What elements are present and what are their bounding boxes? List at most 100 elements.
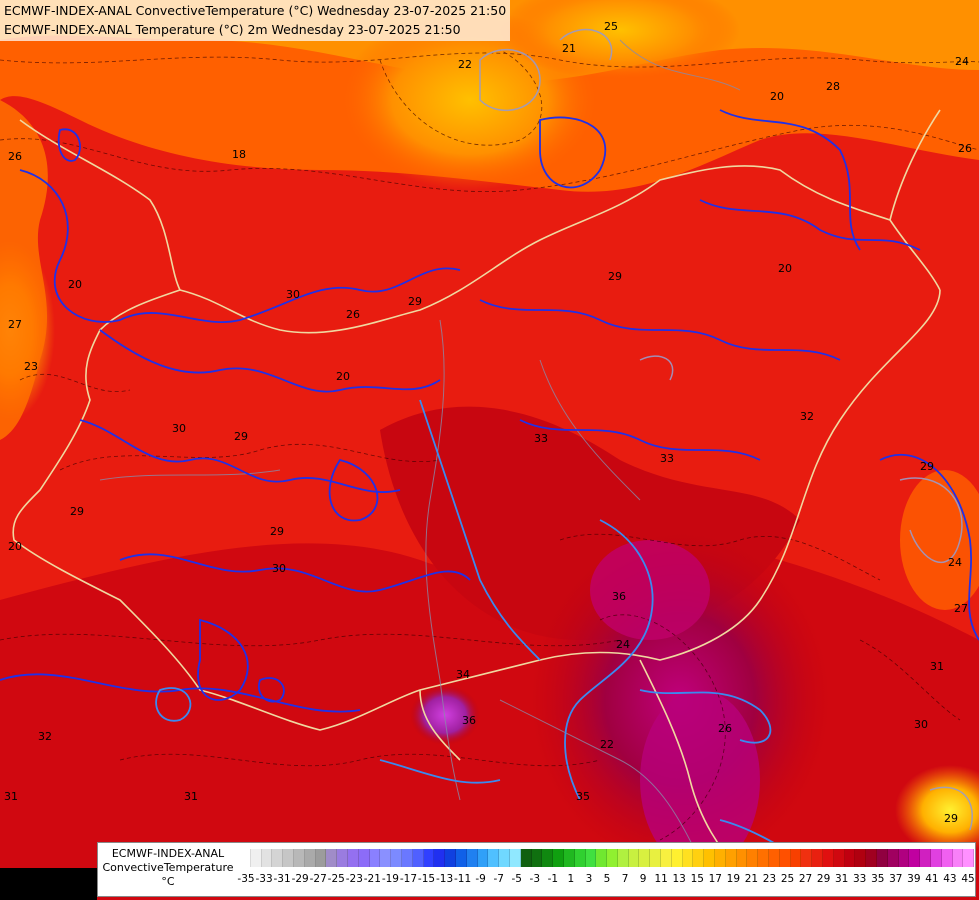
contour-label: 31 — [184, 790, 198, 803]
legend-swatch — [499, 849, 510, 867]
contour-label: 33 — [534, 432, 548, 445]
contour-label: 29 — [408, 295, 422, 308]
contour-label: 20 — [336, 370, 350, 383]
legend-swatch — [801, 849, 813, 867]
legend-swatch — [585, 849, 597, 867]
legend-swatch — [326, 849, 338, 867]
legend-swatch — [769, 849, 780, 867]
contour-label: 18 — [232, 148, 246, 161]
legend-swatch — [790, 849, 802, 867]
legend-swatch — [931, 849, 942, 867]
legend-swatch — [639, 849, 651, 867]
legend-swatch — [304, 849, 316, 867]
legend-swatch — [855, 849, 867, 867]
legend-swatch — [628, 849, 640, 867]
legend-swatch — [866, 849, 878, 867]
legend-tick-label: 17 — [708, 873, 722, 885]
legend-tick-label: -13 — [435, 873, 454, 885]
legend-swatch — [833, 849, 845, 867]
contour-label: 20 — [778, 262, 792, 275]
contour-label: 29 — [944, 812, 958, 825]
legend-swatch — [758, 849, 770, 867]
legend-tick-label: -31 — [273, 873, 291, 885]
contour-label: 24 — [948, 556, 962, 569]
legend-tick-label: 29 — [816, 873, 831, 885]
legend-tick-label: 3 — [585, 873, 593, 885]
legend-swatch — [423, 849, 435, 867]
contour-label: 22 — [458, 58, 472, 71]
legend-swatch — [812, 849, 824, 867]
legend-tick-label: 31 — [834, 873, 849, 885]
legend-tick-label: -25 — [327, 873, 345, 885]
legend-swatch — [509, 849, 521, 867]
legend-swatch — [887, 849, 899, 867]
contour-label: 26 — [8, 150, 22, 163]
legend-tick-label: -23 — [345, 873, 363, 885]
legend-tick-label: -21 — [363, 873, 381, 885]
legend-tick-label: 7 — [621, 873, 629, 885]
legend-tick-label: 35 — [871, 873, 885, 885]
legend-title: ECMWF-INDEX-ANAL ConvectiveTemperature °… — [98, 843, 238, 896]
legend-ticks: -35 -33 -31 -29 -27 -25 -23 -21 -19 -17 -15 -13 -11-… — [237, 873, 974, 891]
legend-tick-label: 33 — [853, 873, 867, 885]
legend-title-line-2: ConvectiveTemperature — [102, 861, 234, 874]
legend-swatch — [542, 849, 554, 867]
contour-label: 24 — [955, 55, 969, 68]
corner-fill — [0, 868, 97, 900]
legend-tick-label: 9 — [639, 873, 647, 885]
legend-swatch — [779, 849, 791, 867]
contour-label: 20 — [8, 540, 22, 553]
legend-swatch — [412, 849, 424, 867]
legend-tick-label: -29 — [291, 873, 309, 885]
legend-swatch — [844, 849, 856, 867]
contour-label-group: 26 20 23 18 28 20 26 22 21 25 24 29 30 2… — [4, 20, 972, 825]
map-hot-southeast-core — [590, 540, 710, 640]
legend-swatch — [941, 849, 953, 867]
contour-label: 20 — [68, 278, 82, 291]
legend-tick-label: 1 — [567, 873, 575, 885]
legend-swatch — [434, 849, 446, 867]
legend-unit: °C — [161, 875, 175, 888]
legend-swatch — [250, 849, 262, 867]
legend-tick-label: 25 — [780, 873, 795, 885]
legend-swatch — [715, 849, 726, 867]
legend-color-bar — [240, 849, 975, 867]
legend-swatch — [909, 849, 921, 867]
legend-swatch — [607, 849, 618, 867]
contour-label: 33 — [660, 452, 674, 465]
legend-tick-label: -17 — [399, 873, 418, 885]
legend-tick-label: 19 — [726, 873, 741, 885]
contour-label: 22 — [600, 738, 614, 751]
legend-swatch — [747, 849, 759, 867]
contour-label: 29 — [608, 270, 622, 283]
legend-swatch — [391, 849, 402, 867]
contour-label: 32 — [800, 410, 814, 423]
contour-label: 30 — [172, 422, 186, 435]
legend-swatch — [488, 849, 500, 867]
map-orange-west — [0, 100, 48, 440]
legend-swatch — [347, 849, 359, 867]
contour-label: 35 — [576, 790, 590, 803]
legend-swatch — [337, 849, 348, 867]
legend-swatch — [369, 849, 381, 867]
legend-swatch — [315, 849, 327, 867]
country-borders — [12, 109, 941, 871]
rivers — [99, 39, 741, 861]
map-hot-southeast-core-2 — [640, 690, 760, 870]
convective-contours — [0, 109, 979, 713]
contour-label: 20 — [770, 90, 784, 103]
legend-tick-label: -5 — [511, 873, 522, 885]
legend-tick-label: -7 — [493, 873, 504, 885]
legend-tick-label: 39 — [907, 873, 921, 885]
legend-tick-label: 27 — [798, 873, 813, 885]
legend-title-line-1: ECMWF-INDEX-ANAL — [111, 847, 225, 860]
legend-tick-label: 37 — [889, 873, 903, 885]
contour-label: 29 — [920, 460, 934, 473]
legend-swatch — [466, 849, 478, 867]
contour-label: 27 — [954, 602, 968, 615]
legend-swatch — [455, 849, 467, 867]
contour-label: 23 — [24, 360, 38, 373]
contour-label: 29 — [70, 505, 84, 518]
legend-tick-label: -11 — [454, 873, 472, 885]
